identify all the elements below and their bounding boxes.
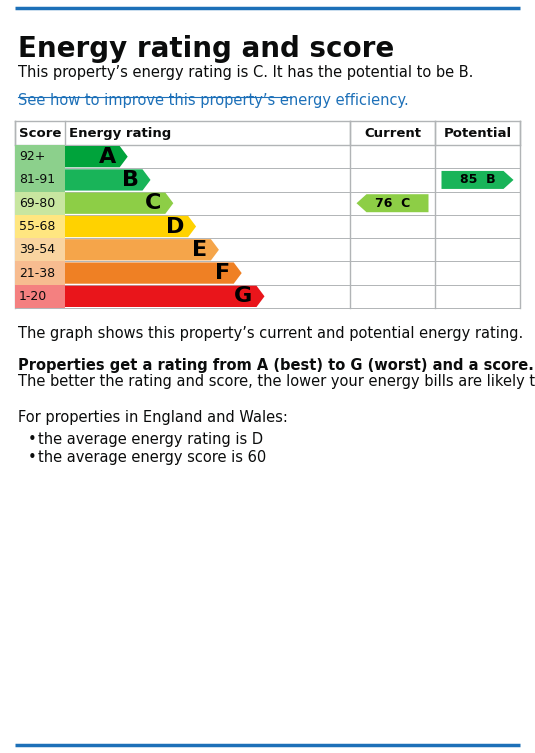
Text: Energy rating and score: Energy rating and score xyxy=(18,35,394,63)
Polygon shape xyxy=(441,171,514,189)
Text: F: F xyxy=(215,263,230,283)
Text: C: C xyxy=(145,194,161,213)
Text: 81-91: 81-91 xyxy=(19,173,55,187)
Polygon shape xyxy=(65,146,128,167)
Polygon shape xyxy=(356,194,429,212)
Polygon shape xyxy=(15,191,65,215)
Text: Current: Current xyxy=(364,127,421,139)
Text: This property’s energy rating is C. It has the potential to be B.: This property’s energy rating is C. It h… xyxy=(18,65,473,80)
Polygon shape xyxy=(15,261,65,285)
Text: Potential: Potential xyxy=(444,127,511,139)
Polygon shape xyxy=(15,145,65,168)
Text: G: G xyxy=(234,286,253,306)
Polygon shape xyxy=(65,216,196,237)
Text: 69-80: 69-80 xyxy=(19,197,55,210)
Text: B: B xyxy=(121,170,139,190)
Text: The better the rating and score, the lower your energy bills are likely to be.: The better the rating and score, the low… xyxy=(18,374,535,389)
Text: 85  B: 85 B xyxy=(460,173,495,187)
Text: The graph shows this property’s current and potential energy rating.: The graph shows this property’s current … xyxy=(18,326,523,341)
Text: the average energy score is 60: the average energy score is 60 xyxy=(38,450,266,465)
Text: See how to improve this property’s energy efficiency.: See how to improve this property’s energ… xyxy=(18,93,409,108)
Text: 55-68: 55-68 xyxy=(19,220,56,233)
Text: 21-38: 21-38 xyxy=(19,267,55,279)
Text: 76  C: 76 C xyxy=(375,197,410,210)
Polygon shape xyxy=(65,285,264,307)
Text: •: • xyxy=(28,432,37,447)
Text: For properties in England and Wales:: For properties in England and Wales: xyxy=(18,410,288,425)
Polygon shape xyxy=(65,263,242,284)
Text: E: E xyxy=(192,239,207,260)
Text: D: D xyxy=(166,217,184,236)
Polygon shape xyxy=(65,169,150,191)
Text: Properties get a rating from A (best) to G (worst) and a score.: Properties get a rating from A (best) to… xyxy=(18,358,534,373)
Polygon shape xyxy=(15,168,65,191)
Text: 92+: 92+ xyxy=(19,150,45,163)
Polygon shape xyxy=(15,238,65,261)
Text: A: A xyxy=(98,147,116,166)
Text: 1-20: 1-20 xyxy=(19,290,47,303)
Text: Energy rating: Energy rating xyxy=(69,127,171,139)
Text: •: • xyxy=(28,450,37,465)
Polygon shape xyxy=(15,215,65,238)
Text: the average energy rating is D: the average energy rating is D xyxy=(38,432,263,447)
Polygon shape xyxy=(15,285,65,308)
Polygon shape xyxy=(65,193,173,214)
Text: 39-54: 39-54 xyxy=(19,243,55,256)
Text: Score: Score xyxy=(19,127,62,139)
Polygon shape xyxy=(65,239,219,261)
